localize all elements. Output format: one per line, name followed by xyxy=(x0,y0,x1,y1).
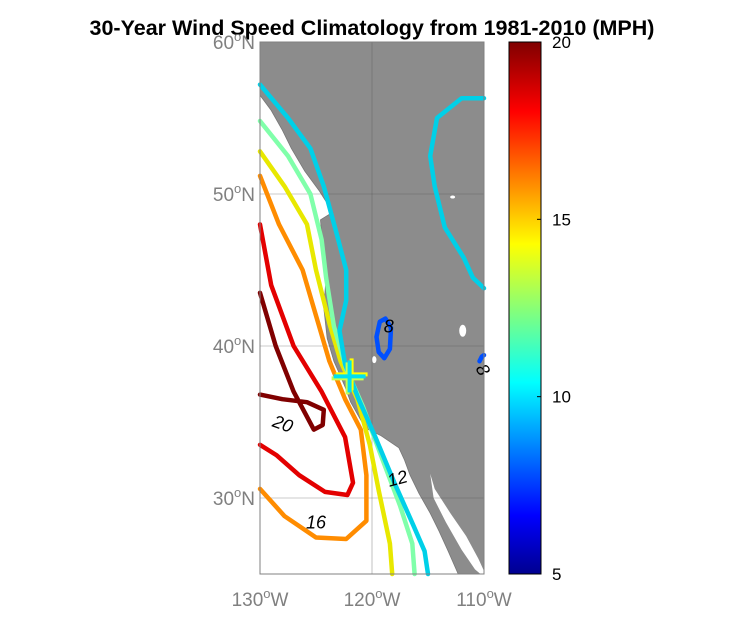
chart-title: 30-Year Wind Speed Climatology from 1981… xyxy=(89,16,655,40)
contour-line-8-8 xyxy=(477,352,487,364)
colorbar-tick-label-1: 10 xyxy=(552,388,571,407)
contour-line-11-5 xyxy=(257,82,431,577)
contour-line-16-2 xyxy=(257,173,369,542)
lake-1 xyxy=(372,356,377,364)
contour-label-3: 8 xyxy=(384,317,394,337)
contour-line-8-7 xyxy=(374,316,394,361)
colorbar-tick-label-3: 20 xyxy=(552,33,571,52)
contour-label-1: 16 xyxy=(306,513,327,533)
gulf-of-california xyxy=(430,473,484,577)
x-tick-label-0: 130oW xyxy=(232,586,289,611)
contour-line-20-1 xyxy=(257,222,356,498)
y-tick-label-2: 50oN xyxy=(213,181,255,206)
map-frame xyxy=(259,41,485,575)
contour-line-21-0 xyxy=(257,290,327,432)
x-tick-label-1: 120oW xyxy=(344,586,401,611)
contour-line-14-3 xyxy=(257,149,395,577)
y-tick-label-3: 60oN xyxy=(213,29,255,54)
contour-line-11-6 xyxy=(427,95,487,291)
y-tick-label-0: 30oN xyxy=(213,485,255,510)
x-tick-label-2: 110oW xyxy=(456,586,512,611)
lake-2 xyxy=(450,195,456,199)
y-tick-label-1: 40oN xyxy=(213,333,255,358)
colorbar-tick-label-2: 15 xyxy=(552,210,571,229)
lake-0 xyxy=(459,324,467,337)
contour-label-2: 12 xyxy=(385,466,410,491)
colorbar-tick-label-0: 5 xyxy=(552,565,561,584)
colorbar xyxy=(508,41,542,575)
